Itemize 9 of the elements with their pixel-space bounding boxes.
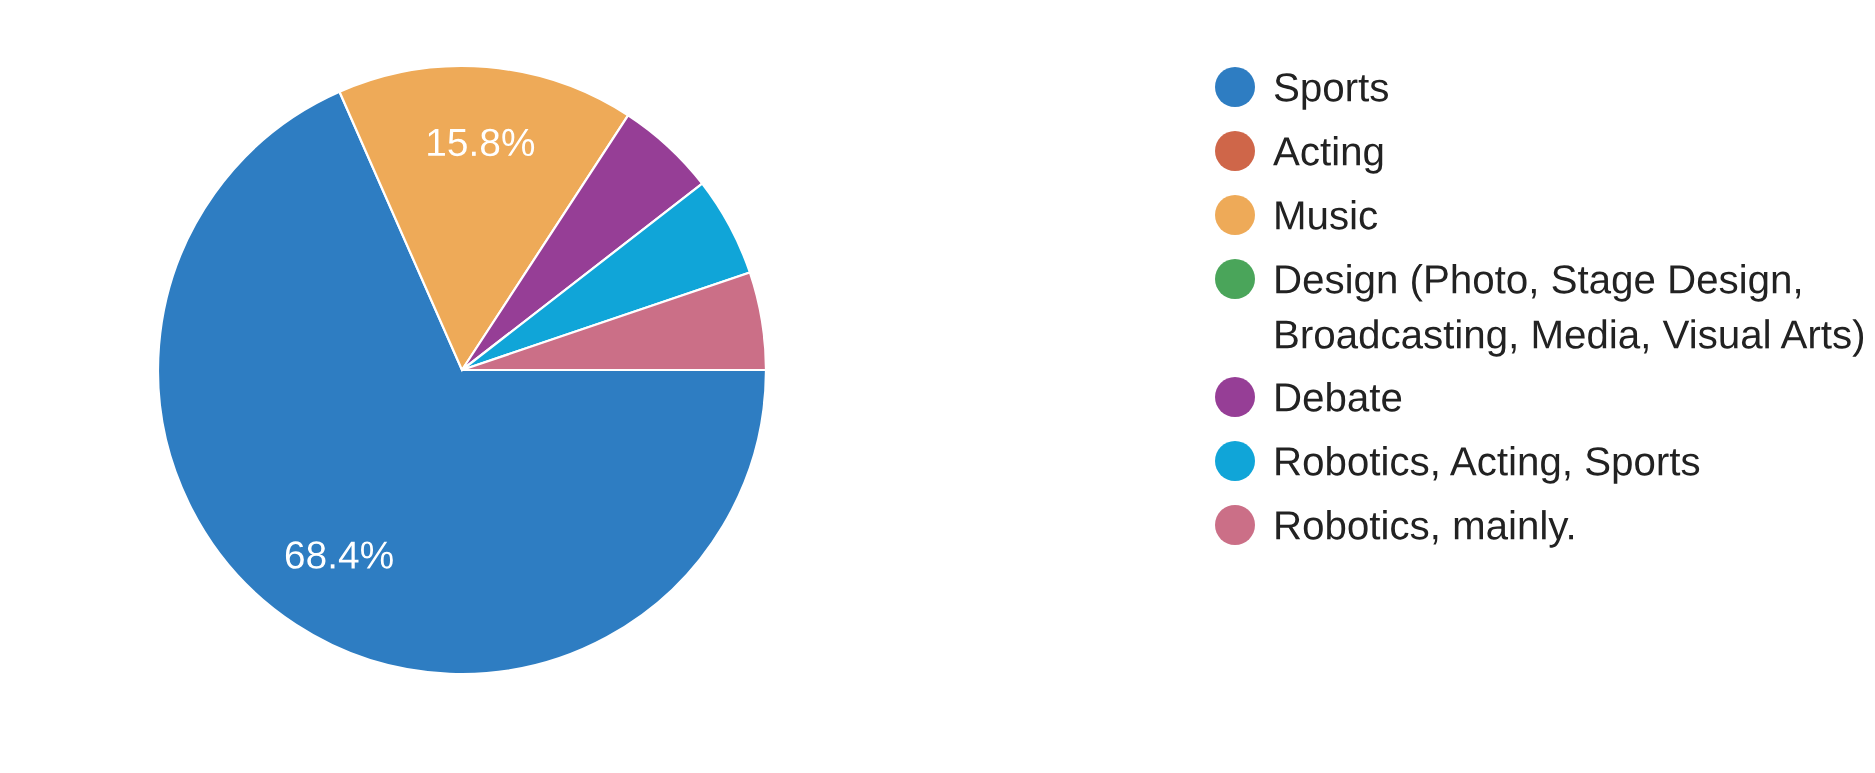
legend-label: Design (Photo, Stage Design, Broadcasting, Media, Visual Arts) bbox=[1276, 264, 1864, 357]
data-label: 15.8% bbox=[428, 128, 535, 157]
legend-label: Acting bbox=[1273, 136, 1383, 174]
data-label: 68.4% bbox=[285, 541, 393, 569]
legend-label: Debate bbox=[1276, 382, 1402, 412]
legend-label: Music bbox=[1276, 200, 1378, 230]
legend-label: Sports bbox=[1274, 73, 1388, 110]
legend-label: Robotics, Acting, Sports bbox=[1276, 446, 1700, 484]
legend-label: Robotics, mainly. bbox=[1276, 510, 1574, 548]
